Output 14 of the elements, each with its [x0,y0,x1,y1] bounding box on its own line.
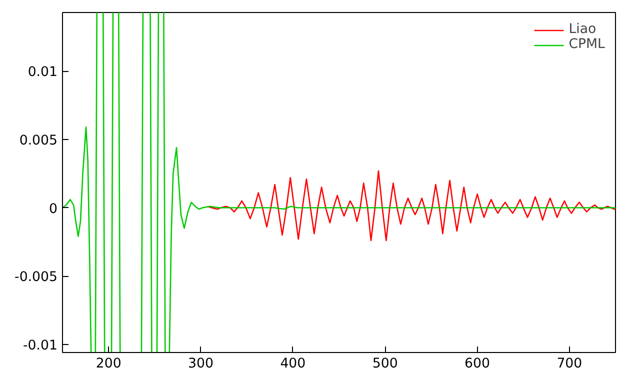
legend-label: Liao [568,22,596,37]
x-tick-label: 600 [464,356,490,372]
line-series [206,170,616,242]
legend-label: CPML [568,37,605,52]
y-tick-label: 0.01 [28,65,58,80]
x-tick-label: 500 [372,356,398,372]
y-tick-label: 0 [49,202,58,217]
x-tick-label: 400 [280,356,306,372]
x-tick-label: 700 [556,356,582,372]
y-tick-label: -0.005 [14,270,58,286]
y-tick-label: -0.01 [23,338,58,354]
x-tick-label: 200 [96,356,122,372]
y-tick-label: 0.005 [19,133,58,148]
x-tick-label: 300 [188,356,214,372]
